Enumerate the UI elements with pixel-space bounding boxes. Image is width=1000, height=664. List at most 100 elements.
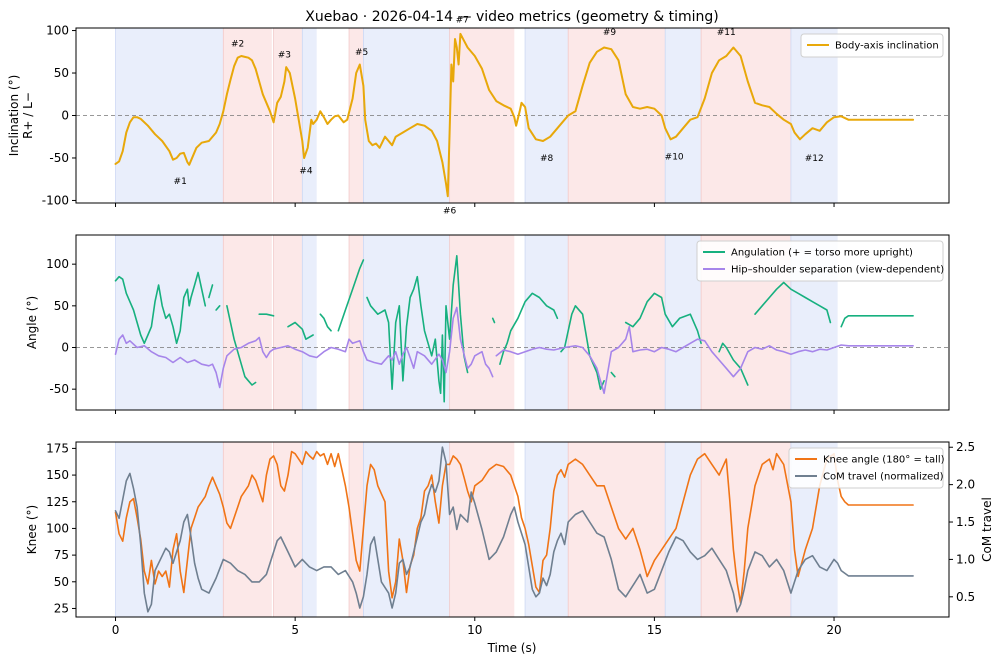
turn-band-10 — [665, 235, 702, 410]
turn-band-5 — [349, 235, 364, 410]
series-line-angulation-torso-more-upright-13 — [610, 371, 616, 378]
y-tick-label: 25 — [54, 601, 69, 615]
y-tick-label: 100 — [46, 257, 69, 271]
series-line-body-axis-inclination-1 — [114, 32, 915, 198]
series-line-angulation-torso-more-upright-3 — [215, 305, 221, 311]
y-tick-label: 50 — [54, 299, 69, 313]
series-line-angulation-torso-more-upright-8 — [337, 259, 365, 332]
x-tick-label: 0 — [112, 623, 120, 637]
turn-band-1 — [115, 442, 224, 617]
y-right-tick-label: 2.5 — [956, 440, 975, 454]
peak-annotation: #10 — [665, 152, 684, 162]
turn-band-2 — [223, 442, 272, 617]
y-right-tick-label: 1.5 — [956, 515, 975, 529]
y-right-tick-label: 2.0 — [956, 478, 975, 492]
legend: Knee angle (180° = tall) CoM travel (norm… — [788, 447, 945, 489]
series-line-angulation-torso-more-upright-9 — [366, 255, 469, 403]
y-tick-label: -50 — [49, 382, 69, 396]
y-tick-label: 100 — [46, 24, 69, 38]
turn-band-1 — [115, 235, 224, 410]
series-line-angulation-torso-more-upright-7 — [319, 313, 332, 332]
series-line-knee-angle-180-tall-1 — [114, 450, 914, 604]
turn-band-4 — [302, 442, 317, 617]
legend-box — [800, 33, 944, 58]
y-tick-label: -50 — [49, 151, 69, 165]
turn-shading — [115, 442, 838, 617]
legend-entry: Angulation (+ = torso more upright) — [731, 248, 913, 259]
series-line-angulation-torso-more-upright-6 — [287, 321, 314, 340]
y-tick-label: -100 — [42, 193, 69, 207]
y-tick-label: 0 — [61, 341, 69, 355]
turn-band-9 — [568, 442, 666, 617]
series-line-angulation-torso-more-upright-16 — [754, 281, 832, 324]
peak-annotation: #11 — [717, 28, 736, 38]
legend-entry: CoM travel (normalized) — [823, 472, 944, 483]
peak-annotation: #5 — [355, 48, 368, 58]
peak-annotation: #6 — [443, 207, 457, 217]
series-line-angulation-torso-more-upright-2 — [208, 284, 214, 299]
y-axis-label-line-1: Inclination (°) — [7, 75, 21, 157]
panel-top: #1 #2 #3 #4 #5 #6 #7 #8 #9 #10 #11 #12 -100 -50 0 50 100… — [7, 16, 950, 217]
peak-annotation: #4 — [299, 167, 313, 177]
turn-band-4 — [302, 235, 317, 410]
series-line-angulation-torso-more-upright-12 — [560, 305, 605, 390]
chart-panels: #1#2#3#4#5#6#7#8#9#10#11#12-100-50050100… — [7, 16, 994, 637]
series-line-angulation-torso-more-upright-15 — [718, 342, 749, 386]
turn-band-5 — [349, 442, 364, 617]
x-tick-label: 20 — [826, 623, 841, 637]
peak-annotation: #9 — [603, 28, 617, 38]
series-line-angulation-torso-more-upright-1 — [114, 271, 207, 345]
x-axis-label: Time (s) — [487, 641, 537, 655]
y-tick-label: 0 — [61, 109, 69, 123]
series-layer — [114, 32, 915, 198]
series-line-angulation-torso-more-upright-17 — [840, 315, 914, 328]
x-tick-label: 15 — [647, 623, 662, 637]
turn-band-3 — [273, 235, 303, 410]
y-tick-label: 125 — [46, 495, 69, 509]
series-line-angulation-torso-more-upright-4 — [226, 305, 257, 386]
peak-annotation: #3 — [278, 50, 291, 60]
legend-entry: Knee angle (180° = tall) — [823, 455, 945, 466]
y-axis-label: Angle (°) — [25, 296, 39, 349]
axes-frame — [75, 234, 950, 411]
y-tick-label: 50 — [54, 66, 69, 80]
x-tick-label: 10 — [467, 623, 482, 637]
y-tick-label: 50 — [54, 575, 69, 589]
y-right-tick-label: 0.5 — [956, 590, 975, 604]
turn-band-10 — [665, 442, 702, 617]
figure-title: Xuebao · 2026-04-14 — video metrics (geo… — [305, 9, 719, 25]
series-line-angulation-torso-more-upright-14 — [624, 292, 702, 345]
legend-entry: Hip–shoulder separation (view-dependent) — [731, 265, 944, 276]
series-line-hip-shoulder-separation-view-dependent-1 — [114, 306, 494, 389]
y-tick-label: 150 — [46, 468, 69, 482]
turn-band-8 — [525, 442, 569, 617]
y-tick-label: 75 — [54, 548, 69, 562]
peak-annotation: #7 — [456, 16, 469, 26]
y-axis-label-line-2: R+ / L− — [21, 92, 35, 139]
series-line-angulation-torso-more-upright-11 — [499, 292, 559, 365]
y-tick-label: 175 — [46, 441, 69, 455]
series-line-hip-shoulder-separation-view-dependent-2 — [495, 325, 914, 395]
peak-annotation: #2 — [231, 39, 244, 49]
y-right-axis-label: CoM travel — [980, 497, 994, 562]
panel-bottom: 0 5 10 15 20 25 50 75 100 125 150 175 0.5 1.0 1.5 2.0 2.… — [25, 440, 994, 637]
peak-annotation: #12 — [805, 154, 824, 164]
series-line-com-travel-normalized-1 — [114, 446, 914, 613]
series-layer — [114, 255, 914, 403]
legend-entry: Body-axis inclination — [835, 41, 939, 52]
legend: Angulation (+ = torso more upright) Hip–s… — [696, 240, 944, 282]
axes-frame — [75, 441, 950, 618]
turn-band-9 — [568, 235, 666, 410]
y-axis-label: Knee (°) — [25, 505, 39, 554]
series-layer — [114, 446, 914, 613]
peak-annotation: #8 — [540, 154, 554, 164]
x-tick-label: 5 — [291, 623, 299, 637]
series-line-angulation-torso-more-upright-5 — [258, 313, 275, 317]
peak-annotation: #1 — [174, 177, 187, 187]
turn-band-8 — [525, 235, 569, 410]
panel-middle: -50 0 50 100 Angle (°) Angulation (+ = torso … — [25, 234, 950, 414]
series-line-angulation-torso-more-upright-10 — [491, 317, 496, 324]
legend-box — [788, 447, 944, 489]
turn-band-7 — [449, 235, 515, 410]
